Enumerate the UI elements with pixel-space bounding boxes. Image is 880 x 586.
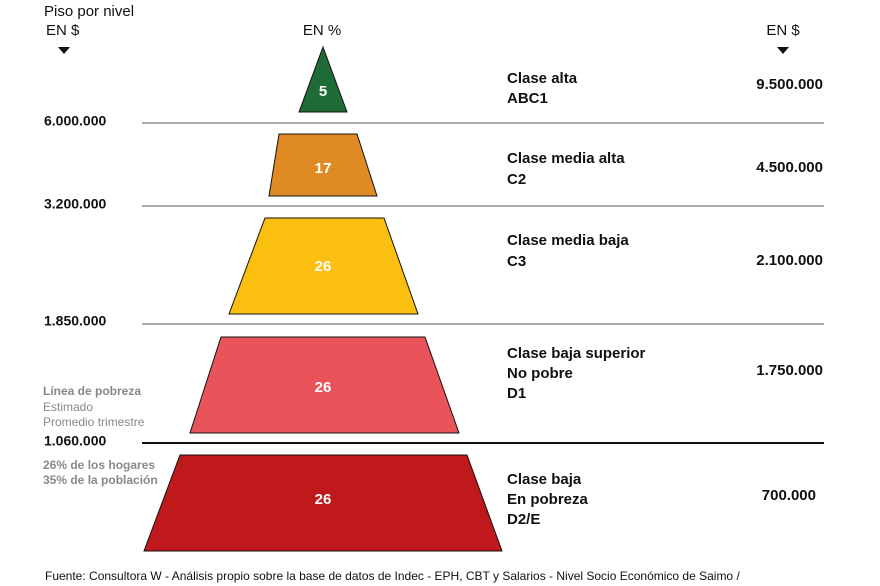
class-label: Clase media alta xyxy=(507,150,625,167)
amount: 9.500.000 xyxy=(756,76,823,93)
floor-label: 3.200.000 xyxy=(44,196,106,212)
percent-label: 26 xyxy=(315,258,332,275)
class-label: En pobreza xyxy=(507,491,589,508)
arrow xyxy=(58,47,70,54)
amount: 1.750.000 xyxy=(756,362,823,379)
floor-label: 1.060.000 xyxy=(44,433,106,449)
class-label: ABC1 xyxy=(507,90,548,107)
unit-label: EN % xyxy=(303,22,341,39)
pyramid-level xyxy=(189,336,460,434)
amount: 4.500.000 xyxy=(756,159,823,176)
title: Piso por nivel xyxy=(44,3,134,20)
percent-label: 5 xyxy=(319,83,327,100)
note-line: Estimado xyxy=(43,400,93,414)
stat: 26% de los hogares xyxy=(43,458,155,472)
class-label: Clase baja xyxy=(507,471,582,488)
percent-label: 26 xyxy=(315,491,332,508)
class-label: D1 xyxy=(507,385,526,402)
class-label: Clase baja superior xyxy=(507,345,646,362)
class-label: C3 xyxy=(507,253,526,270)
unit-label: EN $ xyxy=(46,22,80,39)
percent-label: 26 xyxy=(315,379,332,396)
pyramid-level xyxy=(268,133,378,197)
arrow xyxy=(777,47,789,54)
unit-label: EN $ xyxy=(766,22,800,39)
footer: Fuente: Consultora W - Análisis propio s… xyxy=(45,569,740,583)
pyramid-level xyxy=(228,217,419,315)
floor-label: 1.850.000 xyxy=(44,313,106,329)
percent-label: 17 xyxy=(315,160,332,177)
floor-label: 6.000.000 xyxy=(44,113,106,129)
pyramid-level xyxy=(298,45,348,113)
amount: 700.000 xyxy=(762,487,816,504)
class-label: No pobre xyxy=(507,365,573,382)
stat: 35% de la población xyxy=(43,473,158,487)
class-label: Clase alta xyxy=(507,70,578,87)
note-line: Promedio trimestre xyxy=(43,415,145,429)
class-label: C2 xyxy=(507,171,526,188)
amount: 2.100.000 xyxy=(756,252,823,269)
pyramid-level xyxy=(143,454,503,552)
class-label: Clase media baja xyxy=(507,232,629,249)
class-label: D2/E xyxy=(507,511,540,528)
note-title: Línea de pobreza xyxy=(43,384,141,398)
